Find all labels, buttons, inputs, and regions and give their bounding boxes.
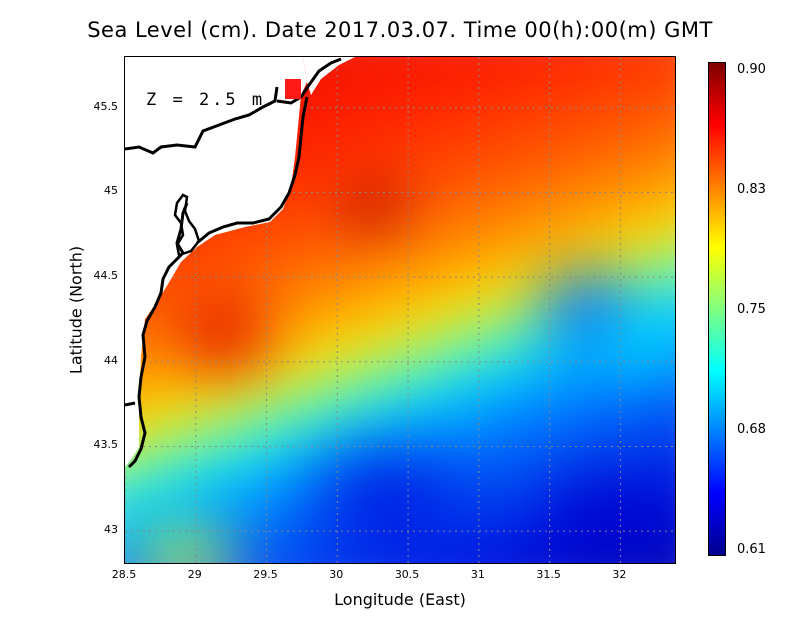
y-tick-label: 43: [104, 523, 118, 537]
colorbar-label: 0.68: [737, 422, 766, 437]
y-tick-label: 44: [104, 353, 118, 367]
y-axis-label: Latitude (North): [66, 245, 86, 375]
x-tick-label: 30.5: [394, 568, 420, 581]
depth-annotation: Z = 2.5 m: [146, 90, 266, 110]
colorbar-label: 0.83: [737, 182, 766, 197]
liman-outline: [173, 193, 201, 257]
colorbar-label: 0.61: [737, 542, 766, 557]
sea-level-map: [124, 56, 676, 564]
colorbar-label: 0.90: [737, 62, 766, 77]
x-tick-label: 31.5: [536, 568, 561, 581]
x-axis-label: Longitude (East): [334, 590, 466, 609]
x-tick-label: 28.5: [111, 568, 137, 581]
y-tick-label: 43.5: [93, 438, 119, 452]
colorbar: [708, 62, 726, 556]
map-overlay: [125, 57, 675, 563]
coastline: [125, 57, 342, 469]
land-mass: [125, 57, 307, 467]
y-tick-label: 45: [104, 184, 118, 198]
chart-title: Sea Level (cm). Date 2017.03.07. Time 00…: [87, 18, 713, 42]
x-tick-label: 31: [470, 568, 485, 581]
x-tick-label: 32: [612, 568, 627, 581]
x-tick-label: 29: [187, 568, 202, 581]
x-tick-label: 29.5: [253, 568, 278, 581]
estuary-strip: [303, 57, 355, 95]
x-tick-label: 30: [329, 568, 344, 581]
danube-delta-cell: [285, 79, 301, 99]
colorbar-label: 0.75: [737, 302, 766, 317]
y-tick-label: 45.5: [93, 99, 119, 113]
y-tick-label: 44.5: [93, 269, 119, 283]
